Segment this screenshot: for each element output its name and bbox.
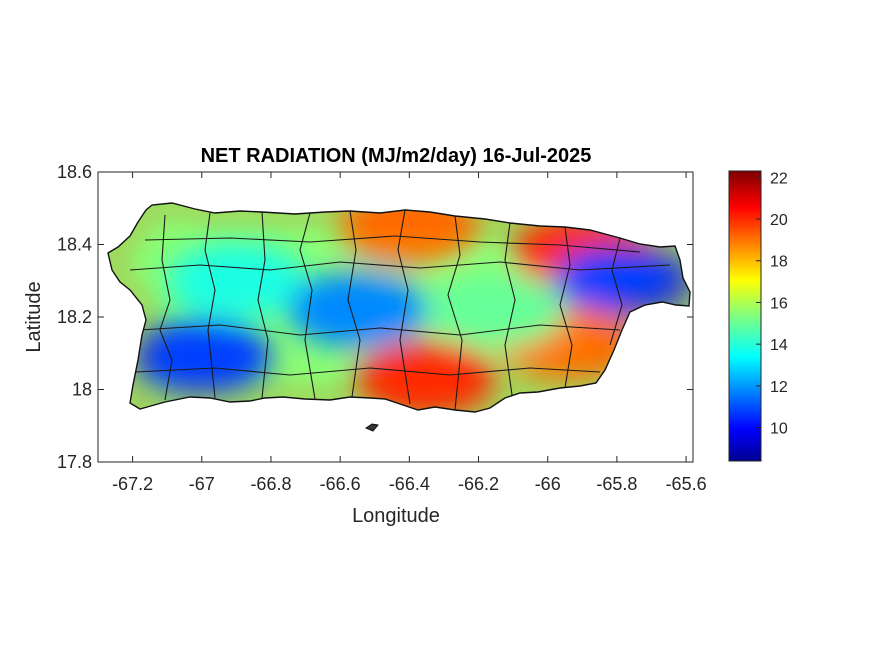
y-tick-label: 17.8 bbox=[57, 452, 92, 472]
colorbar-tick-label: 10 bbox=[770, 421, 788, 438]
municipality-border bbox=[139, 324, 621, 336]
municipality-border bbox=[159, 214, 173, 401]
municipality-border bbox=[257, 211, 269, 399]
region-southwest bbox=[131, 318, 272, 395]
municipality-border bbox=[504, 222, 516, 396]
municipality-border bbox=[129, 261, 671, 271]
municipality-border bbox=[347, 210, 361, 398]
y-tick-label: 18.4 bbox=[57, 235, 92, 255]
municipality-border bbox=[559, 226, 573, 389]
municipality-border bbox=[447, 215, 463, 411]
y-tick-label: 18.6 bbox=[57, 162, 92, 182]
x-axis: -67.2 -67 -66.8 -66.6 -66.4 -66.2 -66 -65.8 -65.… bbox=[112, 172, 707, 494]
y-tick-label: 18 bbox=[72, 380, 92, 400]
municipality-border bbox=[204, 212, 216, 399]
colorbar bbox=[728, 170, 762, 462]
municipality-border bbox=[134, 367, 601, 376]
small-island bbox=[364, 423, 379, 432]
y-axis: 17.8 18 18.2 18.4 18.6 bbox=[57, 162, 693, 472]
colorbar-tick-label: 16 bbox=[770, 295, 788, 312]
municipality-border bbox=[144, 235, 641, 253]
island-coastline bbox=[107, 202, 691, 413]
colorbar-tick-label: 14 bbox=[770, 337, 788, 354]
x-tick-label: -66.8 bbox=[250, 474, 291, 494]
colorbar-tick-label: 18 bbox=[770, 254, 788, 271]
x-tick-label: -66 bbox=[535, 474, 561, 494]
x-tick-label: -65.6 bbox=[666, 474, 707, 494]
chart-title: NET RADIATION (MJ/m2/day) 16-Jul-2025 bbox=[201, 145, 592, 167]
x-tick-label: -67 bbox=[189, 474, 215, 494]
municipality-borders bbox=[107, 202, 691, 432]
colorbar-ticks: 10 12 14 16 18 20 22 bbox=[756, 170, 788, 438]
municipality-border bbox=[299, 212, 316, 400]
x-tick-label: -65.8 bbox=[596, 474, 637, 494]
x-tick-label: -66.4 bbox=[389, 474, 430, 494]
municipality-border bbox=[609, 237, 623, 346]
region-east-central bbox=[425, 271, 566, 348]
x-tick-label: -67.2 bbox=[112, 474, 153, 494]
x-tick-label: -66.2 bbox=[458, 474, 499, 494]
y-axis-label: Latitude bbox=[23, 281, 45, 352]
colorbar-tick-label: 12 bbox=[770, 379, 788, 396]
x-tick-label: -66.6 bbox=[320, 474, 361, 494]
x-axis-label: Longitude bbox=[352, 505, 440, 527]
region-west-central bbox=[166, 242, 307, 319]
colorbar-tick-label: 22 bbox=[770, 170, 788, 187]
colorbar-tick-label: 20 bbox=[770, 212, 788, 229]
y-tick-label: 18.2 bbox=[57, 307, 92, 327]
